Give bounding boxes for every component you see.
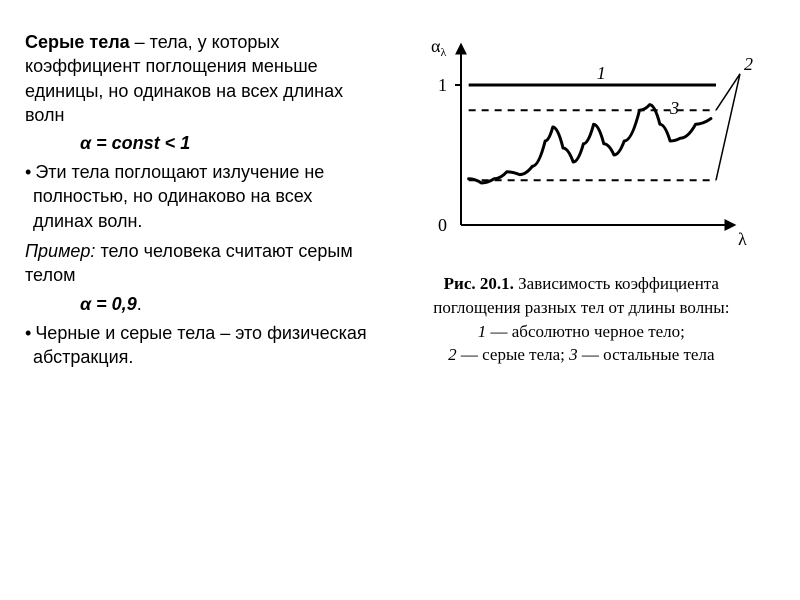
- formula-alpha-const: α = const < 1: [25, 133, 368, 154]
- caption-legend-3: — остальные тела: [578, 345, 715, 364]
- definition-paragraph: Серые тела – тела, у которых коэффициент…: [25, 30, 368, 127]
- caption-fig-label: Рис. 20.1.: [444, 274, 514, 293]
- svg-text:λ: λ: [738, 229, 747, 249]
- figure-column: 1 0 αλ λ 1 3 2 Рис. 20.1. Зависимость коэффици…: [388, 30, 775, 570]
- example-label: Пример:: [25, 241, 95, 261]
- svg-text:2: 2: [744, 54, 753, 74]
- svg-text:3: 3: [669, 98, 679, 118]
- svg-text:1: 1: [597, 63, 606, 83]
- bullet-absorption: Эти тела поглощают излучение не полность…: [25, 160, 368, 233]
- example-paragraph: Пример: тело человека считают серым тело…: [25, 239, 368, 288]
- caption-legend-1: — абсолютно черное тело;: [486, 322, 685, 341]
- caption-legend-2: — серые тела;: [457, 345, 570, 364]
- figure-caption: Рис. 20.1. Зависимость коэффициента погл…: [416, 272, 746, 367]
- absorption-chart: 1 0 αλ λ 1 3 2: [406, 30, 756, 260]
- svg-text:1: 1: [438, 75, 447, 95]
- text-column: Серые тела – тела, у которых коэффициент…: [25, 30, 388, 570]
- definition-title: Серые тела: [25, 32, 130, 52]
- formula-alpha-value: α = 0,9.: [25, 294, 368, 315]
- svg-text:αλ: αλ: [431, 36, 446, 59]
- caption-legend-3-num: 3: [569, 345, 578, 364]
- caption-legend-2-num: 2: [448, 345, 457, 364]
- caption-legend-1-num: 1: [478, 322, 487, 341]
- bullet-abstraction: Черные и серые тела – это физическая абс…: [25, 321, 368, 370]
- svg-text:0: 0: [438, 215, 447, 235]
